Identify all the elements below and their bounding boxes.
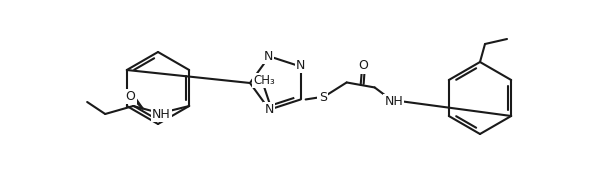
Text: NH: NH [152,108,171,121]
Text: O: O [359,60,368,73]
Text: N: N [264,103,274,116]
Text: N: N [296,59,305,72]
Text: O: O [125,90,136,103]
Text: CH₃: CH₃ [253,74,275,87]
Text: NH: NH [384,95,403,108]
Text: N: N [264,50,273,63]
Text: S: S [319,91,327,104]
